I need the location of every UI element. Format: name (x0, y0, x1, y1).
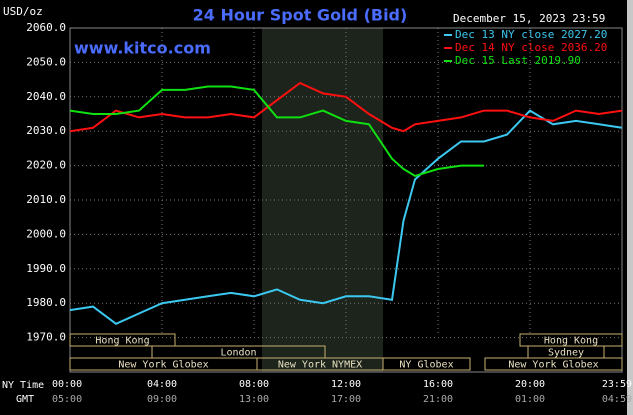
series-line (69, 109, 623, 325)
gmt-tick-label: 13:00 (239, 394, 269, 405)
session-bar (69, 333, 176, 347)
source: www.kitco.com (74, 39, 211, 58)
session-bar (382, 357, 471, 371)
y-tick-label: 1980.0 (26, 296, 66, 309)
y-tick-label: 2030.0 (26, 124, 66, 137)
subtitle: December 15, 2023 23:59 (453, 12, 605, 25)
gmt-tick-label: 04:59 (602, 394, 632, 405)
y-tick-label: 2050.0 (26, 55, 66, 68)
session-label: New York NYMEX (278, 360, 362, 371)
gmt-tick-label: 01:00 (515, 394, 545, 405)
gmt-tick-label: 17:00 (331, 394, 361, 405)
gmt-tick-label: 05:00 (52, 394, 82, 405)
session-label: NY Globex (399, 360, 453, 371)
y-tick-label: 2020.0 (26, 159, 66, 172)
legend-label: Dec 13 NY close 2027.20 (455, 28, 607, 41)
x-tick-label: 20:00 (515, 379, 545, 390)
series-line (69, 81, 623, 133)
y-tick-label: 1990.0 (26, 262, 66, 275)
session-label: New York Globex (118, 360, 208, 371)
y-tick-label: 2010.0 (26, 193, 66, 206)
chart-title: 24 Hour Spot Gold (Bid) (193, 6, 408, 25)
session-label: New York Globex (508, 360, 598, 371)
session-label: Sydney (548, 348, 584, 359)
session-label: London (220, 348, 256, 359)
legend-label: Dec 15 Last 2019.90 (455, 54, 581, 67)
session-bar (484, 357, 623, 371)
session-label: Hong Kong (544, 336, 598, 347)
plot-border (69, 27, 623, 373)
y-axis-label: USD/oz (3, 5, 43, 18)
y-tick-label: 2060.0 (26, 21, 66, 34)
legend-label: Dec 14 NY close 2036.20 (455, 41, 607, 54)
x-tick-label: 08:00 (239, 379, 269, 390)
x-tick-label: 16:00 (423, 379, 453, 390)
y-tick-label: 2040.0 (26, 90, 66, 103)
session-label: Hong Kong (95, 336, 149, 347)
series-line (69, 85, 484, 177)
gmt-tick-label: 09:00 (147, 394, 177, 405)
gmt-tick-label: 21:00 (423, 394, 453, 405)
x-tick-label: 00:00 (52, 379, 82, 390)
x-tick-label: 04:00 (147, 379, 177, 390)
y-tick-label: 1970.0 (26, 331, 66, 344)
x-tick-label: 12:00 (331, 379, 361, 390)
gmt-label: GMT (16, 394, 34, 405)
x-tick-label: 23:59 (602, 379, 632, 390)
frame (627, 0, 633, 415)
ny-time-label: NY Time (2, 380, 44, 391)
y-tick-label: 2000.0 (26, 227, 66, 240)
